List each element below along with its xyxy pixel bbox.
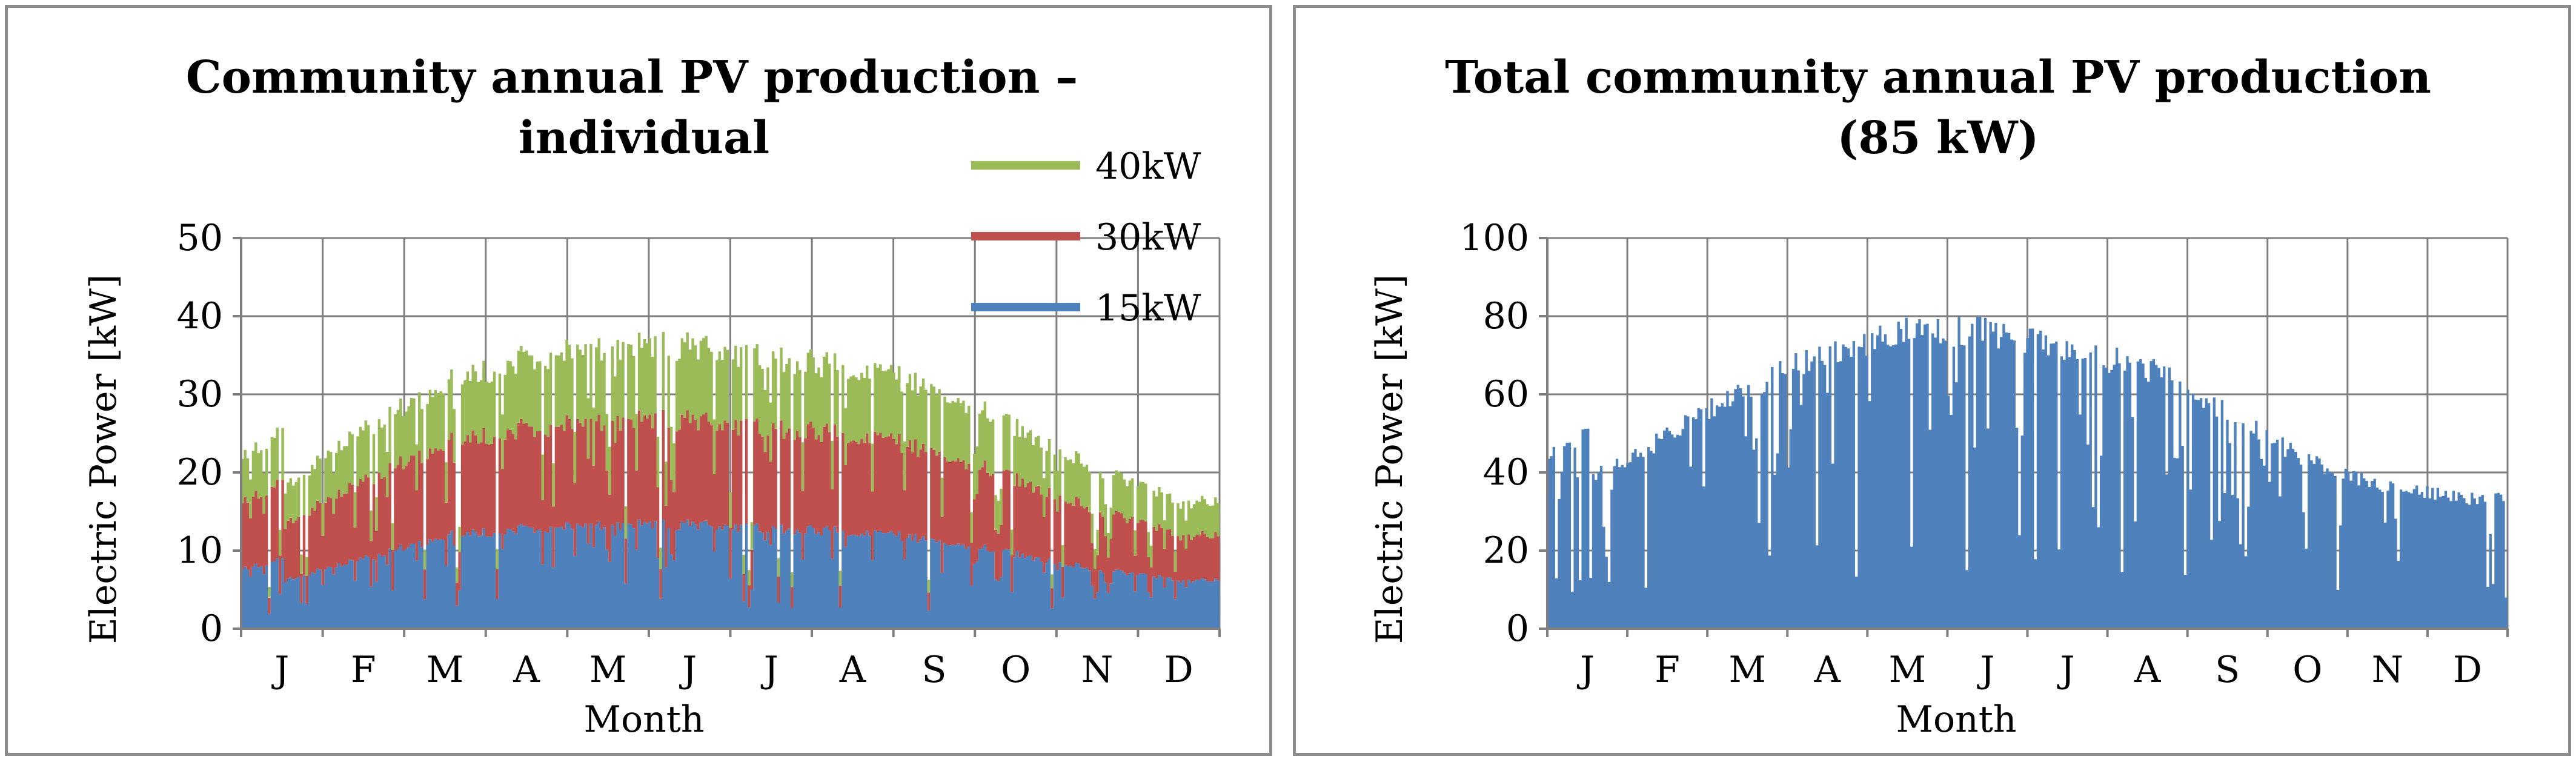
- x-tick-label: M: [1728, 649, 1765, 691]
- legend-label-15kw: 15kW: [1095, 287, 1201, 330]
- y-axis-label: Electric Power [kW]: [1369, 274, 1411, 644]
- y-tick-label: 20: [177, 451, 223, 494]
- axes: [1539, 237, 2509, 637]
- chart-title-line-2: (85 kW): [1837, 112, 2039, 164]
- x-tick-label: O: [2292, 649, 2322, 691]
- y-tick-label: 0: [200, 608, 223, 650]
- x-tick-label: J: [271, 649, 289, 691]
- x-tick-label: J: [760, 649, 778, 691]
- chart-individual: Community annual PV production – individ…: [82, 51, 1221, 741]
- y-axis-label: Electric Power [kW]: [82, 274, 125, 644]
- series-areas: [1547, 316, 2508, 629]
- legend-label-30kw: 30kW: [1095, 216, 1201, 259]
- x-tick-label: A: [2134, 649, 2161, 691]
- x-tick-label: J: [1976, 649, 1994, 691]
- y-tick-label: 80: [1483, 295, 1529, 337]
- series-area-30kw: [241, 409, 1220, 614]
- x-tick-label: J: [2057, 649, 2075, 691]
- y-tick-label: 10: [177, 529, 223, 572]
- series-area-15kw: [241, 519, 1220, 629]
- x-tick-label: N: [2372, 649, 2404, 691]
- x-tick-label: D: [2453, 649, 2482, 691]
- x-tick-label: A: [513, 649, 540, 691]
- series-areas: [241, 331, 1220, 629]
- x-tick-label: S: [2215, 649, 2240, 691]
- x-tick-label: F: [1655, 649, 1680, 691]
- legend: 40kW 30kW 15kW: [971, 145, 1201, 330]
- chart-title-line-2: individual: [519, 112, 769, 164]
- y-tick-labels: 0 20 40 60 80 100: [1459, 217, 1529, 650]
- x-tick-label: A: [839, 649, 866, 691]
- axes: [233, 237, 1221, 637]
- series-area-40kw: [241, 331, 1220, 598]
- y-tick-label: 40: [177, 295, 223, 337]
- chart-panel-total: Total community annual PV production (85…: [1293, 5, 2571, 756]
- y-tick-label: 0: [1506, 608, 1529, 650]
- x-axis-label: Month: [1896, 698, 2017, 741]
- x-tick-label: M: [427, 649, 463, 691]
- y-tick-labels: 0 10 20 30 40 50: [177, 217, 223, 650]
- chart-total: Total community annual PV production (85…: [1369, 51, 2509, 741]
- x-tick-label: J: [1576, 649, 1595, 691]
- x-tick-label: A: [1814, 649, 1841, 691]
- series-area-85kw: [1547, 316, 2508, 629]
- y-tick-label: 40: [1483, 451, 1529, 494]
- legend-label-40kw: 40kW: [1095, 145, 1201, 188]
- y-tick-label: 50: [177, 217, 223, 259]
- x-axis-label: Month: [584, 698, 705, 741]
- chart-panel-individual: Community annual PV production – individ…: [5, 5, 1272, 756]
- y-tick-label: 20: [1483, 529, 1529, 572]
- x-tick-label: M: [589, 649, 626, 691]
- x-tick-label: F: [351, 649, 376, 691]
- y-tick-label: 100: [1459, 217, 1529, 259]
- x-tick-label: S: [921, 649, 946, 691]
- x-tick-label: J: [679, 649, 697, 691]
- chart-title-line-1: Total community annual PV production: [1445, 51, 2431, 104]
- x-tick-label: M: [1889, 649, 1926, 691]
- chart-title-line-1: Community annual PV production –: [186, 51, 1078, 104]
- y-tick-label: 60: [1483, 373, 1529, 416]
- x-tick-label: O: [1001, 649, 1031, 691]
- x-tick-label: N: [1081, 649, 1114, 691]
- x-tick-label: D: [1164, 649, 1193, 691]
- y-tick-label: 30: [177, 373, 223, 416]
